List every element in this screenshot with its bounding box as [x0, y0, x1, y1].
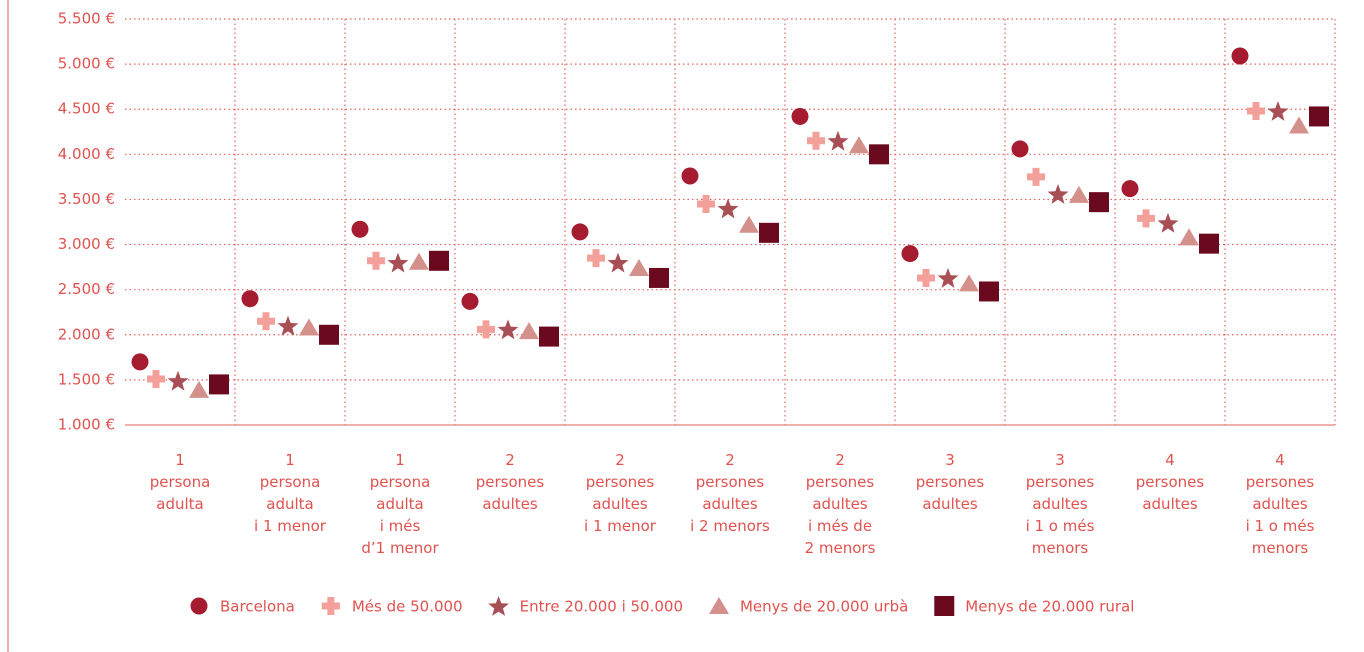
marker	[539, 326, 559, 347]
marker	[1309, 106, 1329, 127]
x-tick-label: 2 persones adultes	[476, 451, 545, 513]
x-tick-label: 2 persones adultes i més de 2 menors	[805, 451, 876, 557]
marker	[147, 369, 165, 388]
marker	[461, 292, 479, 310]
legend-label: Entre 20.000 i 50.000	[520, 598, 683, 616]
marker	[257, 312, 275, 331]
marker	[189, 380, 209, 398]
marker	[299, 318, 319, 336]
marker	[807, 131, 825, 150]
marker	[1267, 101, 1289, 121]
legend-label: Barcelona	[220, 598, 295, 616]
marker	[167, 370, 189, 391]
legend-label: Menys de 20.000 rural	[965, 598, 1134, 616]
marker	[519, 322, 539, 340]
marker	[367, 251, 385, 270]
legend-marker	[934, 596, 955, 616]
marker	[209, 374, 229, 395]
marker	[607, 252, 629, 273]
marker	[571, 223, 589, 241]
marker	[1199, 233, 1219, 254]
x-tick-label: 3 persones adultes i 1 o més menors	[1026, 451, 1095, 557]
marker	[477, 320, 495, 339]
y-tick-label: 3.500 €	[58, 190, 115, 208]
marker	[1047, 184, 1069, 204]
marker	[849, 136, 869, 154]
marker	[629, 259, 649, 277]
x-tick-label: 4 persones adultes	[1136, 451, 1205, 513]
marker	[1247, 102, 1265, 121]
legend-marker	[488, 596, 510, 616]
x-tick-label: 1 persona adulta	[150, 451, 211, 513]
marker	[1011, 140, 1029, 158]
x-tick-label: 2 persones adultes i 2 menors	[690, 451, 770, 535]
marker	[587, 249, 605, 268]
marker	[681, 167, 699, 185]
marker	[1027, 167, 1045, 186]
x-tick-label: 1 persona adulta i més d’1 menor	[361, 451, 439, 557]
marker	[429, 250, 449, 271]
x-tick-label: 1 persona adulta i 1 menor	[254, 451, 327, 535]
legend-marker	[190, 597, 208, 615]
x-tick-label: 2 persones adultes i 1 menor	[584, 451, 657, 535]
y-tick-label: 2.000 €	[58, 325, 115, 343]
legend-label: Més de 50.000	[352, 598, 463, 616]
y-tick-label: 3.000 €	[58, 235, 115, 253]
y-tick-label: 1.000 €	[58, 416, 115, 434]
legend-marker	[321, 597, 340, 615]
y-tick-label: 4.000 €	[58, 145, 115, 163]
marker	[901, 245, 919, 263]
marker	[791, 107, 809, 125]
x-tick-label: 4 persones adultes i 1 o més menors	[1246, 451, 1315, 557]
marker	[759, 222, 779, 243]
x-tick-label: 3 persones adultes	[916, 451, 985, 513]
marker	[387, 252, 409, 273]
marker	[1121, 180, 1139, 198]
y-tick-label: 2.500 €	[58, 280, 115, 298]
y-tick-label: 5.500 €	[58, 10, 115, 28]
y-tick-label: 4.500 €	[58, 100, 115, 118]
marker	[917, 268, 935, 287]
marker	[937, 267, 959, 288]
marker	[351, 220, 369, 238]
marker	[1179, 228, 1199, 246]
marker	[979, 281, 999, 302]
marker	[1137, 209, 1155, 228]
y-tick-label: 1.500 €	[58, 370, 115, 388]
marker	[959, 274, 979, 292]
marker	[277, 315, 299, 336]
marker	[739, 215, 759, 233]
marker	[1069, 185, 1089, 203]
marker	[649, 267, 669, 288]
marker	[1289, 116, 1309, 134]
marker	[409, 252, 429, 270]
marker	[131, 353, 149, 371]
marker	[319, 324, 339, 345]
marker	[1231, 47, 1249, 65]
marker	[827, 130, 849, 151]
y-tick-label: 5.000 €	[58, 55, 115, 73]
marker	[241, 290, 259, 308]
marker	[697, 194, 715, 213]
marker	[497, 319, 519, 340]
marker	[717, 198, 739, 219]
legend-label: Menys de 20.000 urbà	[740, 598, 908, 616]
marker	[1089, 192, 1109, 213]
legend-marker	[708, 597, 729, 614]
marker	[1157, 212, 1179, 233]
marker	[869, 144, 889, 165]
